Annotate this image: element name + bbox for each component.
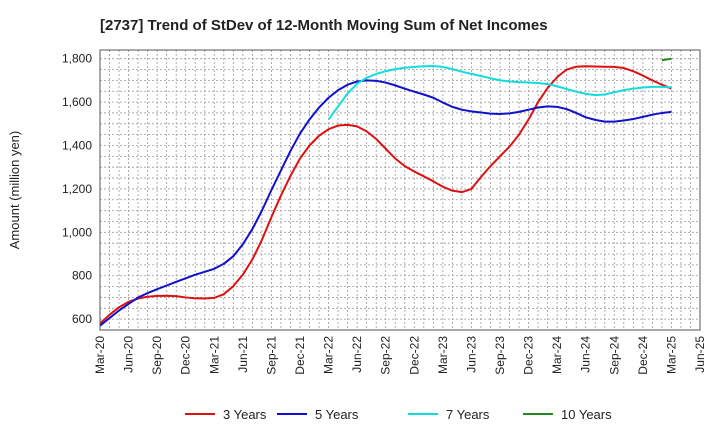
legend-label-3-years: 3 Years bbox=[223, 407, 267, 422]
x-tick-label: Sep-23 bbox=[493, 336, 507, 375]
y-tick-label: 1,000 bbox=[62, 225, 92, 239]
x-tick-label: Jun-23 bbox=[464, 336, 478, 373]
grid-lines bbox=[99, 50, 701, 330]
x-tick-label: Jun-24 bbox=[579, 336, 593, 373]
y-tick-label: 800 bbox=[72, 269, 92, 283]
x-tick-label: Dec-20 bbox=[179, 336, 193, 375]
x-tick-label: Sep-24 bbox=[607, 336, 621, 375]
y-tick-label: 600 bbox=[72, 312, 92, 326]
x-tick-label: Jun-22 bbox=[350, 336, 364, 373]
y-tick-label: 1,400 bbox=[62, 139, 92, 153]
x-tick-label: Sep-22 bbox=[379, 336, 393, 375]
x-tick-label: Dec-24 bbox=[636, 336, 650, 375]
x-tick-label: Dec-21 bbox=[293, 336, 307, 375]
series-line-5-years bbox=[99, 79, 672, 327]
x-tick-label: Dec-23 bbox=[522, 336, 536, 375]
x-tick-label: Mar-23 bbox=[436, 336, 450, 374]
x-tick-label: Mar-22 bbox=[322, 336, 336, 374]
legend: 3 Years 5 Years 7 Years 10 Years bbox=[185, 407, 612, 422]
legend-label-5-years: 5 Years bbox=[315, 407, 359, 422]
plot-frame bbox=[99, 49, 701, 331]
x-tick-label: Jun-21 bbox=[236, 336, 250, 373]
x-tick-label: Sep-20 bbox=[150, 336, 164, 375]
x-tick-label: Mar-25 bbox=[664, 336, 678, 374]
legend-label-7-years: 7 Years bbox=[446, 407, 490, 422]
x-axis-ticks: Mar-20 Jun-20 Sep-20 Dec-20 Mar-21 Jun-21 Sep-… bbox=[93, 336, 707, 375]
series-line-3-years bbox=[99, 65, 672, 325]
x-tick-label: Jun-20 bbox=[122, 336, 136, 373]
x-tick-label: Jun-25 bbox=[693, 336, 707, 373]
y-axis-ticks: 600 800 1,000 1,200 1,400 1,600 1,800 bbox=[62, 52, 92, 326]
x-tick-label: Mar-24 bbox=[550, 336, 564, 374]
x-tick-label: Sep-21 bbox=[264, 336, 278, 375]
series-lines bbox=[99, 57, 672, 327]
x-tick-label: Dec-22 bbox=[407, 336, 421, 375]
legend-label-10-years: 10 Years bbox=[561, 407, 612, 422]
series-line-10-years bbox=[661, 57, 672, 62]
y-tick-label: 1,600 bbox=[62, 95, 92, 109]
x-tick-label: Mar-20 bbox=[93, 336, 107, 374]
series-line-7-years bbox=[327, 65, 672, 121]
y-axis-label: Amount (million yen) bbox=[7, 131, 22, 250]
y-tick-label: 1,800 bbox=[62, 52, 92, 66]
x-tick-label: Mar-21 bbox=[207, 336, 221, 374]
y-tick-label: 1,200 bbox=[62, 182, 92, 196]
chart-title: [2737] Trend of StDev of 12-Month Moving… bbox=[100, 17, 548, 34]
